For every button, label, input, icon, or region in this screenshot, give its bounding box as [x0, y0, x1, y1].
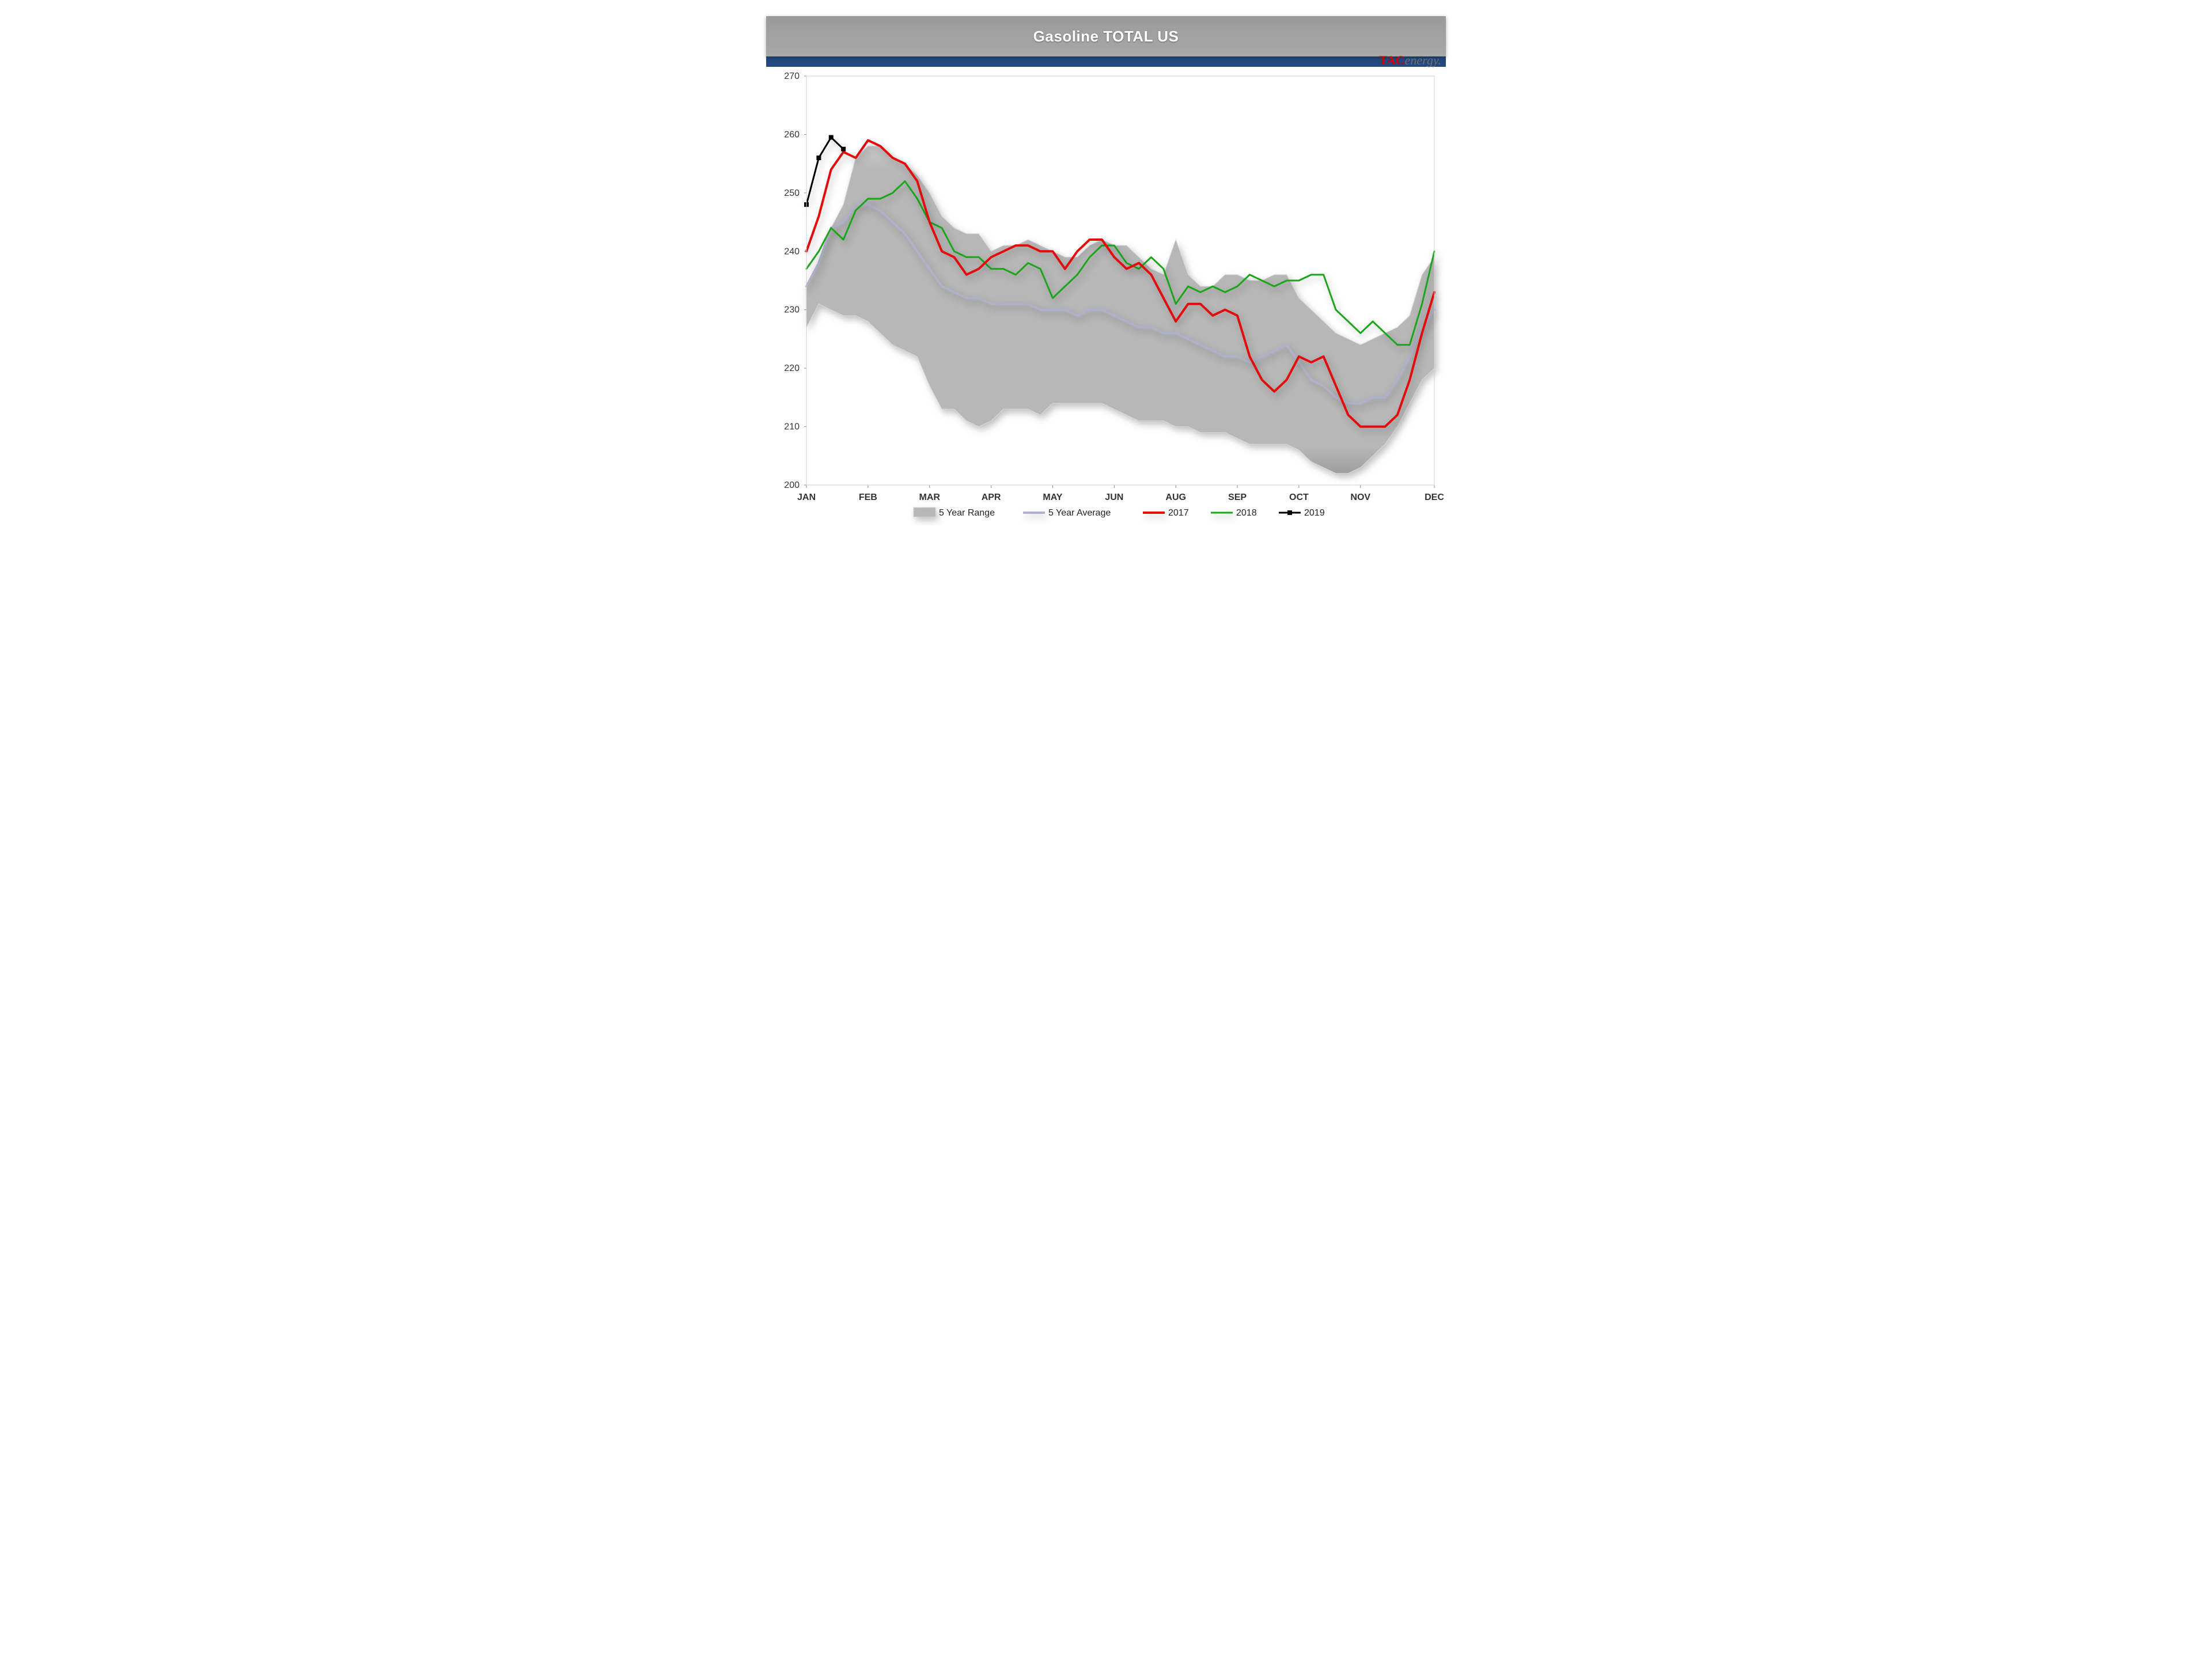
series-2019-line-marker [816, 156, 821, 160]
xtick-label: MAY [1043, 493, 1062, 502]
chart-title: Gasoline TOTAL US [1033, 28, 1179, 46]
xtick-label: FEB [859, 493, 877, 502]
legend-marker-y2019 [1287, 510, 1292, 515]
xtick-label: APR [982, 493, 1001, 502]
legend-label-y2017: 2017 [1168, 508, 1189, 518]
series-2019-line-marker [841, 147, 846, 151]
ytick-label: 230 [784, 305, 800, 315]
legend-label-avg: 5 Year Average [1048, 508, 1111, 518]
xtick-label: OCT [1289, 493, 1309, 502]
ytick-label: 210 [784, 422, 800, 432]
chart-svg: 200 210 220 230 240 250 260 270 JAN FEB MAR APR MAY J… [766, 70, 1446, 525]
xtick-label: AUG [1165, 493, 1186, 502]
ytick-label: 250 [784, 188, 800, 198]
xtick-label: NOV [1350, 493, 1370, 502]
ytick-label: 240 [784, 247, 800, 256]
xtick-label: JAN [797, 493, 816, 502]
ytick-label: 270 [784, 71, 800, 81]
logo-tac-text: TAC [1379, 53, 1405, 67]
ytick-label: 200 [784, 480, 800, 490]
xtick-label: JUN [1105, 493, 1123, 502]
chart-area: 200 210 220 230 240 250 260 270 JAN FEB MAR APR MAY J… [766, 70, 1446, 525]
xtick-label: DEC [1425, 493, 1444, 502]
legend-label-range: 5 Year Range [939, 508, 995, 518]
logo-energy-text: energy. [1405, 53, 1441, 67]
legend-label-y2018: 2018 [1236, 508, 1257, 518]
ytick-label: 220 [784, 363, 800, 373]
xtick-label: MAR [919, 493, 941, 502]
legend-swatch-range [914, 507, 935, 517]
accent-bar [766, 56, 1446, 67]
series-2019-line-marker [829, 135, 834, 140]
xtick-label: SEP [1228, 493, 1247, 502]
figure-frame: Gasoline TOTAL US TACenergy. 200 210 220 23… [749, 0, 1463, 537]
legend-label-y2019: 2019 [1304, 508, 1325, 518]
brand-logo: TACenergy. [1379, 53, 1441, 68]
title-bar: Gasoline TOTAL US TACenergy. [766, 16, 1446, 56]
ytick-label: 260 [784, 130, 800, 139]
